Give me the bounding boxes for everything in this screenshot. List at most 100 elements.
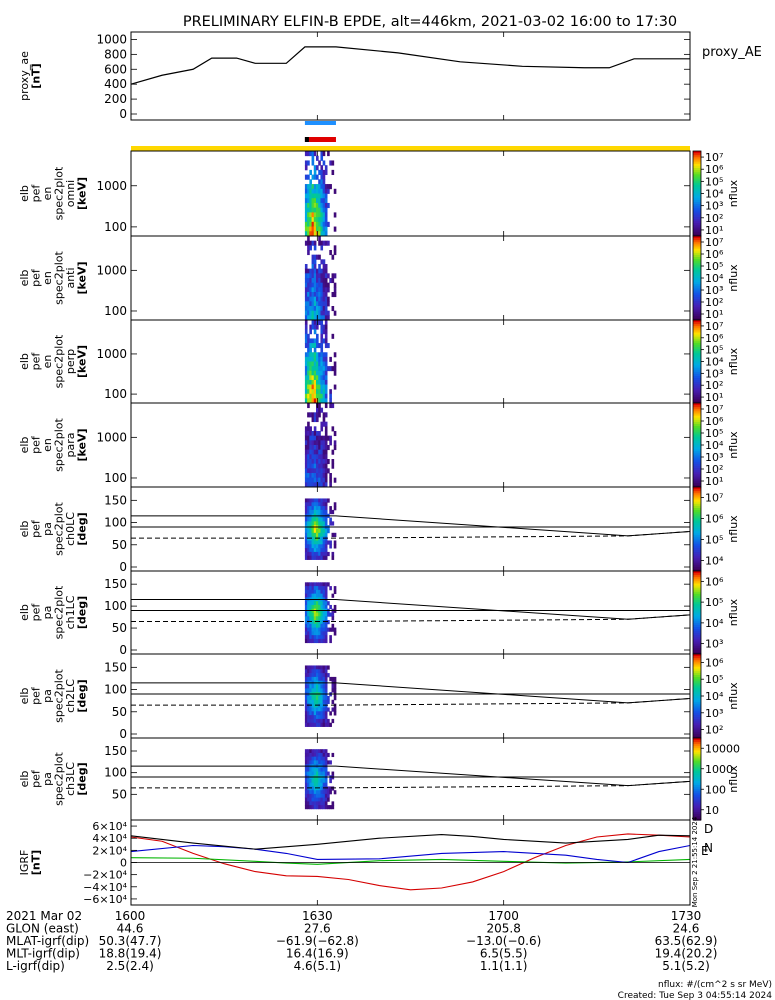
- spectrogram-cell: [309, 532, 312, 538]
- spectrogram-cell: [316, 254, 319, 260]
- spectrogram-cell: [307, 273, 310, 279]
- spectrogram-cell: [304, 231, 308, 237]
- colorbar-cell: [693, 566, 701, 570]
- spectrogram-cell: [322, 193, 326, 199]
- spectrogram-cell: [304, 310, 308, 316]
- spectrogram-cell: [307, 635, 310, 640]
- footer-value: 27.6: [304, 922, 331, 936]
- spectrogram-cell: [304, 793, 308, 799]
- spectrogram-cell: [327, 786, 330, 791]
- spectrogram-cell: [327, 202, 330, 209]
- spectrogram-cell: [320, 635, 324, 640]
- spectrogram-cell: [313, 631, 317, 636]
- spectrogram-cell: [304, 582, 308, 587]
- spectrogram-cell: [316, 805, 319, 810]
- y-tick-label: 100: [104, 387, 127, 401]
- colorbar-cell: [693, 153, 701, 156]
- colorbar-cell: [693, 489, 701, 492]
- colorbar-cell: [693, 631, 701, 634]
- y-tick-label: −4×10⁴: [83, 881, 127, 894]
- spectrogram-cell: [318, 707, 321, 712]
- spectrogram-cell: [333, 188, 337, 194]
- spectrogram-cell: [304, 548, 308, 553]
- spectrogram-cell: [322, 711, 326, 716]
- spectrogram-cell: [304, 782, 308, 787]
- spectrogram-cell: [320, 278, 324, 284]
- colorbar-cell: [693, 608, 701, 612]
- spectrogram-cell: [304, 292, 308, 298]
- colorbar-cell: [693, 280, 701, 283]
- spectrogram-cell: [313, 184, 317, 190]
- colorbar-cell: [693, 675, 701, 678]
- spectrogram-cell: [333, 684, 337, 689]
- spectrogram-cell: [307, 536, 310, 541]
- spectrogram-cell: [309, 793, 312, 799]
- spectrogram-cell: [316, 301, 319, 307]
- spectrogram-cell: [307, 301, 310, 307]
- colorbar-tick-label: 10¹: [705, 224, 723, 237]
- spectrogram-cell: [311, 292, 315, 298]
- spectrogram-cell: [322, 665, 326, 670]
- colorbar-cell: [693, 417, 701, 421]
- colorbar-cell: [693, 552, 701, 555]
- spectrogram-cell: [316, 532, 319, 538]
- spectrogram-cell: [318, 343, 321, 349]
- spectrogram-cell: [329, 604, 332, 610]
- spectrogram-cell: [311, 370, 315, 376]
- colorbar-cell: [693, 336, 701, 340]
- spectrogram-cell: [322, 384, 326, 390]
- spectrogram-cell: [304, 509, 308, 515]
- colorbar-cell: [693, 231, 701, 235]
- spectrogram-cell: [304, 352, 308, 358]
- spectrogram-cell: [327, 793, 330, 799]
- spectrogram-cell: [311, 193, 315, 199]
- colorbar-cell: [693, 531, 701, 534]
- spectrogram-cell: [324, 521, 328, 526]
- spectrogram-cell: [322, 782, 326, 787]
- panel-frame: [130, 31, 691, 121]
- colorbar-cell: [693, 457, 701, 461]
- spectrogram-cell: [311, 352, 315, 358]
- spectrogram-cell: [311, 375, 315, 381]
- spectrogram-cell: [313, 254, 317, 260]
- spectrogram-cell: [307, 287, 310, 293]
- spectrogram-cell: [309, 801, 312, 806]
- spectrogram-cell: [318, 287, 321, 293]
- spectrogram-cell: [324, 217, 328, 223]
- y-tick-label: 1000: [96, 263, 127, 277]
- footer-row-label: L-igrf(dip): [6, 959, 65, 973]
- y-axis-label-line: en: [41, 438, 54, 452]
- colorbar-cell: [693, 157, 701, 161]
- y-axis-label-line: para: [64, 433, 77, 458]
- spectrogram-cell: [313, 711, 317, 716]
- spectrogram-cell: [318, 202, 321, 209]
- spectrogram-cell: [333, 631, 337, 636]
- colorbar-cell: [693, 589, 701, 593]
- panel-spectrogram-4: 1001000elbpefenspec2plotpara[keV]10¹10²1…: [18, 402, 740, 488]
- spectrogram-cell: [320, 198, 324, 204]
- spectrogram-cell: [311, 221, 315, 227]
- colorbar-cell: [693, 305, 701, 308]
- spectrogram-cell: [331, 707, 335, 712]
- spectrogram-cell: [307, 198, 310, 204]
- spectrogram-cell: [316, 536, 319, 541]
- spectrogram-cell: [309, 616, 312, 621]
- spectrogram-cell: [311, 589, 315, 595]
- spectrogram-cell: [309, 604, 312, 610]
- colorbar-cell: [693, 518, 701, 522]
- spectrogram-cell: [320, 604, 324, 610]
- spectrogram-cell: [324, 782, 328, 787]
- spectrogram-cell: [316, 635, 319, 640]
- spectrogram-cell: [304, 536, 308, 541]
- spectrogram-cell: [311, 477, 315, 483]
- spectrogram-cell: [320, 292, 324, 298]
- spectrogram-cell: [316, 767, 319, 772]
- spectrogram-cell: [307, 379, 310, 385]
- spectrogram-cell: [327, 582, 330, 587]
- spectrogram-cell: [324, 517, 328, 522]
- spectrogram-cell: [309, 544, 312, 549]
- spectrogram-cell: [322, 421, 326, 427]
- spectrogram-cell: [313, 338, 317, 344]
- spectrogram-cell: [304, 329, 308, 335]
- colorbar-cell: [693, 212, 701, 216]
